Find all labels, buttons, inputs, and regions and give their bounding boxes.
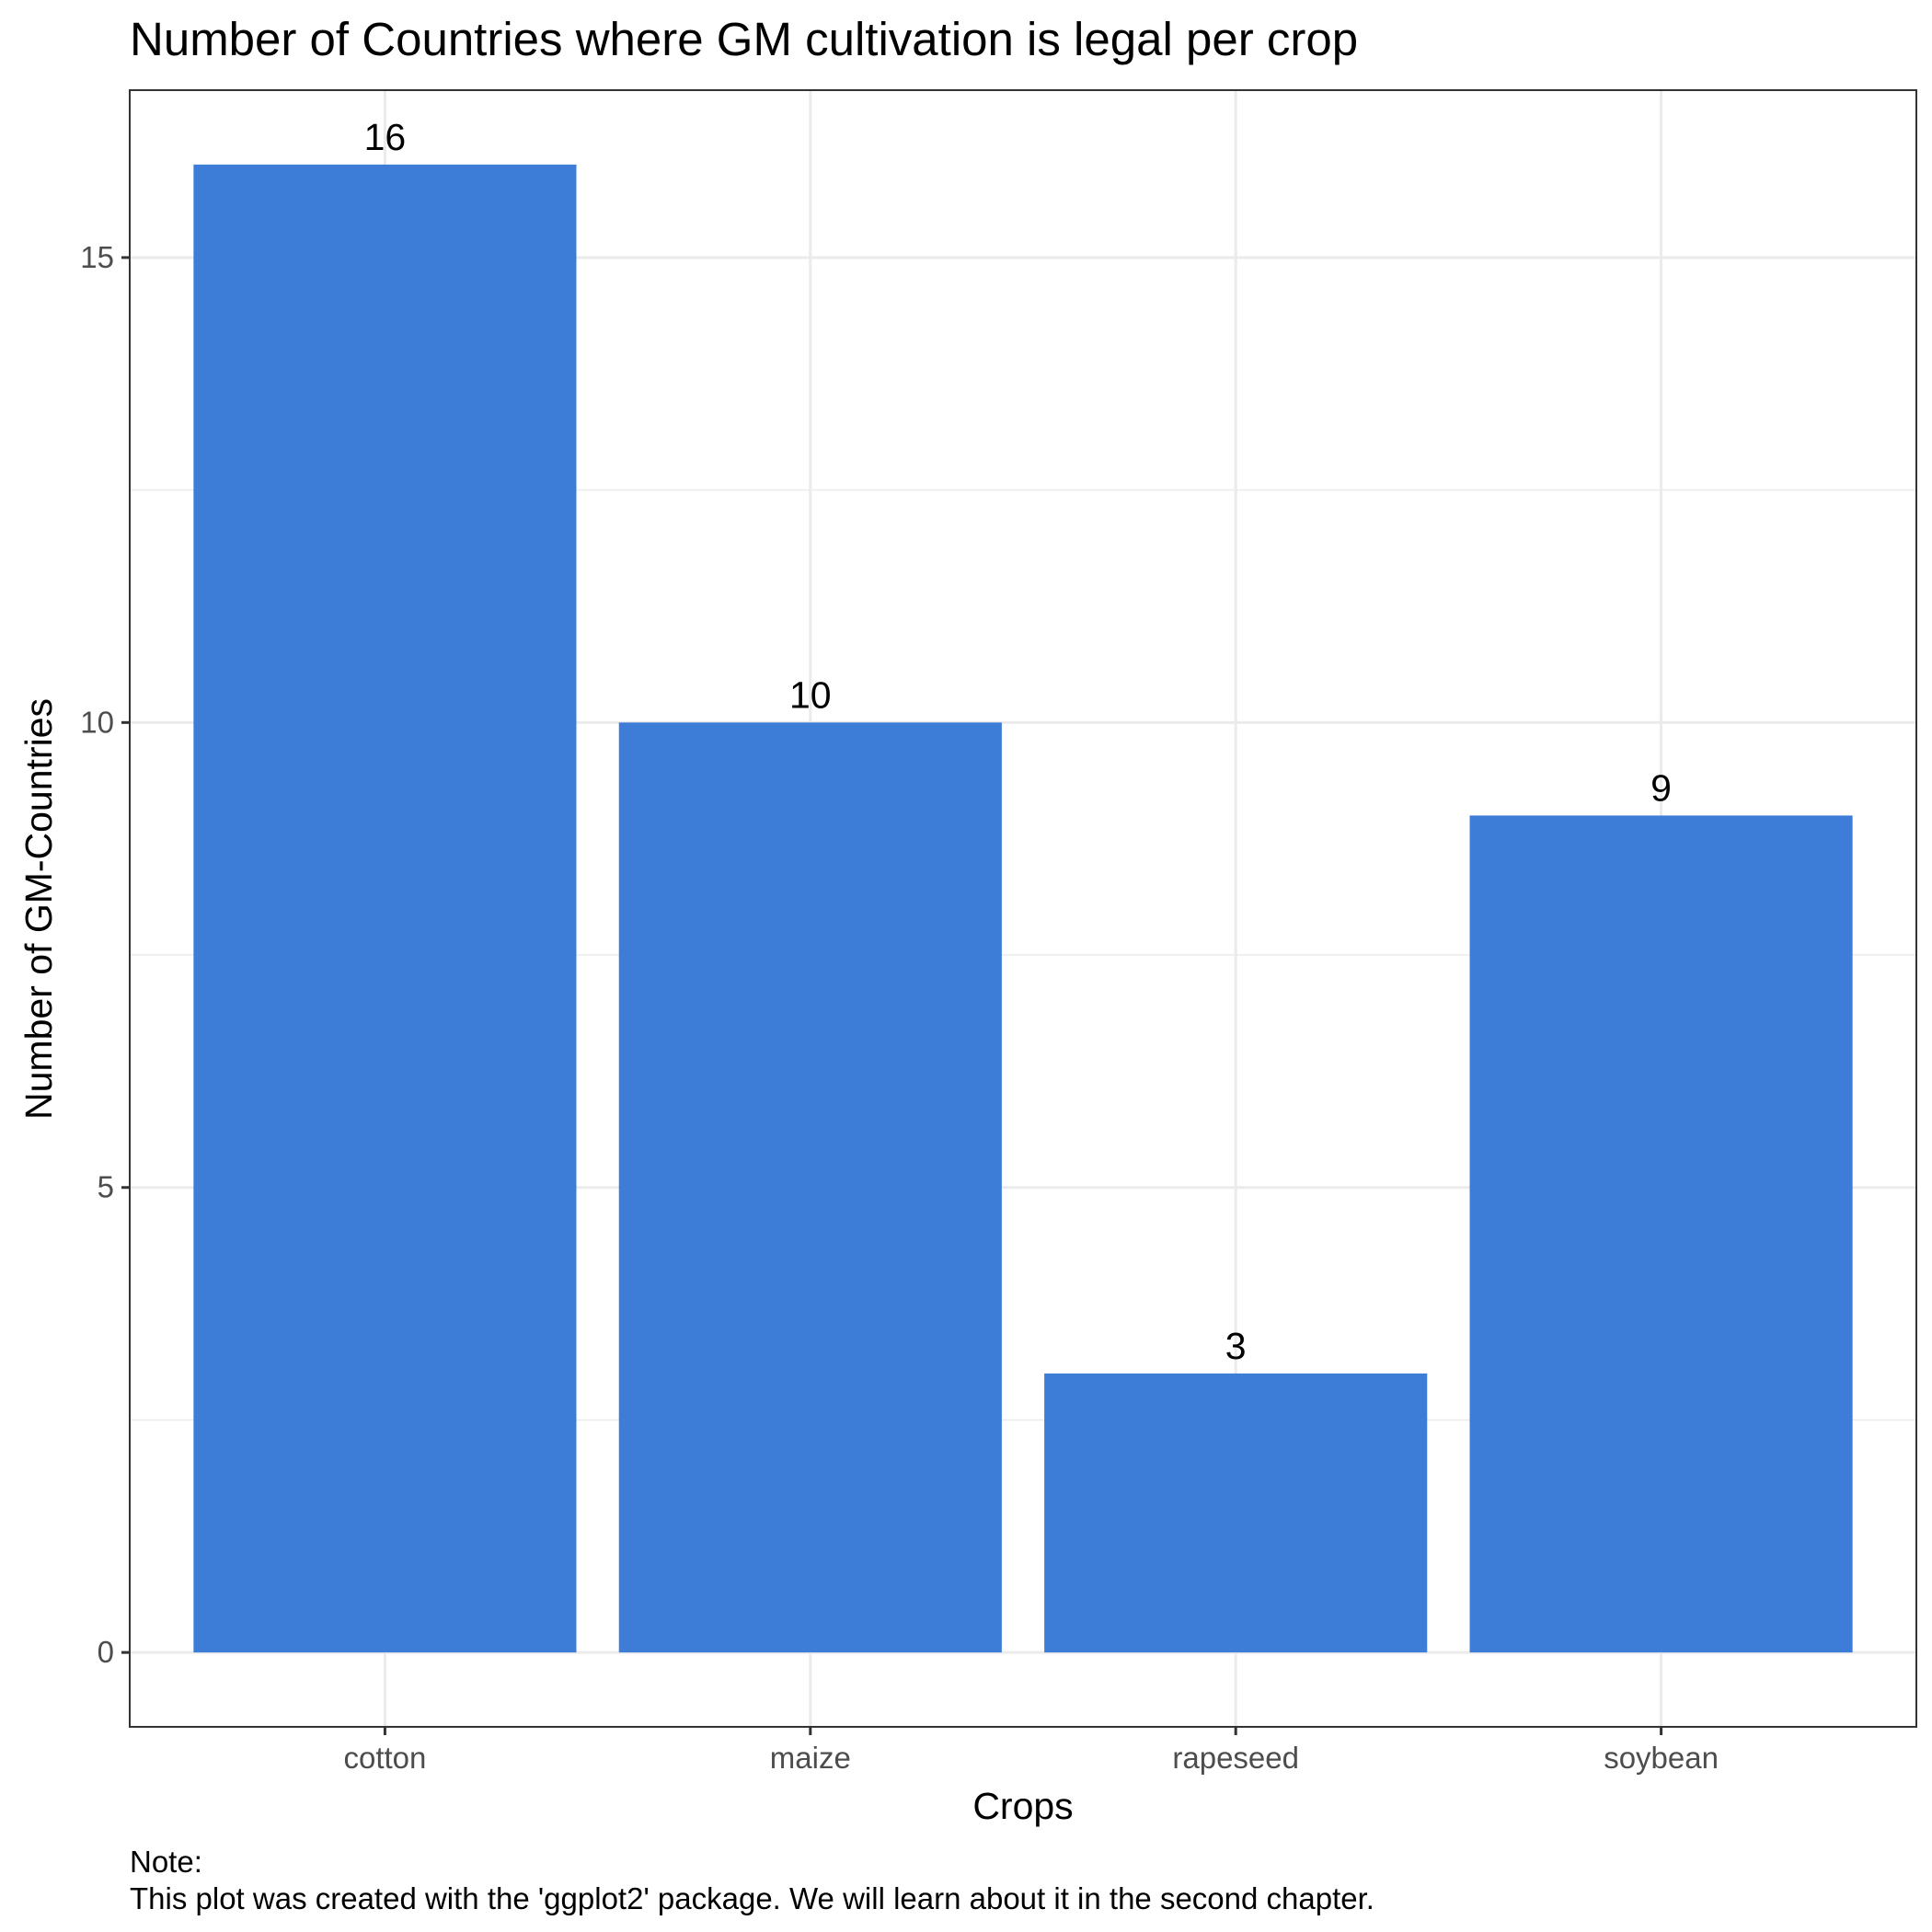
bar-rapeseed xyxy=(1044,1373,1428,1653)
data-label-soybean: 9 xyxy=(1650,766,1672,809)
bar-cotton xyxy=(193,164,577,1653)
caption-note-label: Note: xyxy=(130,1845,202,1879)
x-axis-title: Crops xyxy=(972,1785,1073,1827)
y-tick-label: 0 xyxy=(98,1635,114,1669)
data-label-rapeseed: 3 xyxy=(1225,1325,1247,1367)
x-axis: cotton maize rapeseed soybean xyxy=(343,1727,1719,1775)
y-axis: 0 5 10 15 xyxy=(80,240,130,1669)
x-tick-label-cotton: cotton xyxy=(343,1741,426,1775)
data-label-cotton: 16 xyxy=(364,116,407,158)
x-tick-label-maize: maize xyxy=(770,1741,851,1775)
x-tick-label-soybean: soybean xyxy=(1604,1741,1719,1775)
x-tick-label-rapeseed: rapeseed xyxy=(1172,1741,1299,1775)
bar-soybean xyxy=(1469,815,1853,1653)
data-label-group: 16 10 3 9 xyxy=(364,116,1672,1367)
bar-group xyxy=(193,164,1853,1653)
y-tick-label: 5 xyxy=(98,1170,114,1204)
plot-panel-border xyxy=(129,89,1917,1728)
caption-note-text: This plot was created with the 'ggplot2'… xyxy=(130,1881,1374,1915)
y-axis-title: Number of GM-Countries xyxy=(17,698,60,1120)
bar-maize xyxy=(618,722,1002,1653)
y-tick-label: 10 xyxy=(80,705,114,739)
data-label-maize: 10 xyxy=(789,673,832,716)
chart-title: Number of Countries where GM cultivation… xyxy=(130,13,1358,65)
y-tick-label: 15 xyxy=(80,240,114,274)
